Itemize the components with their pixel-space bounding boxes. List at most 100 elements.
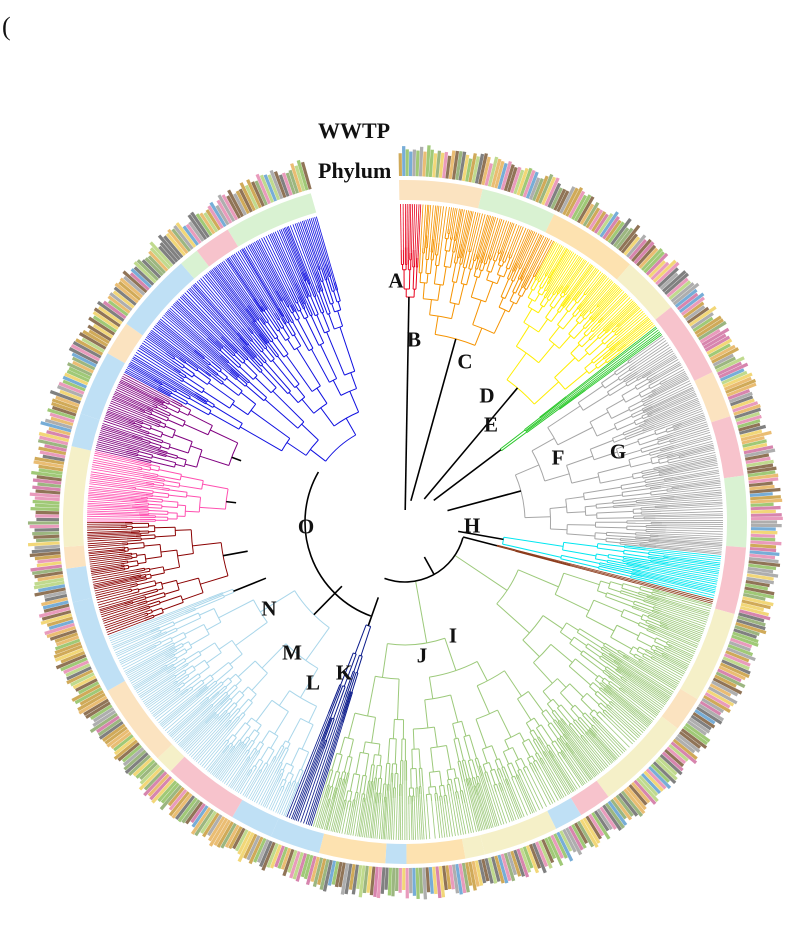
wwtp-ring-tick — [235, 190, 250, 215]
wwtp-ring-tick — [556, 831, 574, 862]
wwtp-ring-tick — [712, 677, 743, 695]
wwtp-ring-tick — [147, 773, 170, 797]
wwtp-ring-tick — [684, 305, 706, 322]
wwtp-ring-tick — [51, 401, 78, 414]
wwtp-ring-tick — [717, 668, 742, 683]
phylum-ring-block — [170, 756, 243, 818]
wwtp-ring-tick — [591, 210, 607, 232]
wwtp-ring-tick — [500, 853, 512, 882]
wwtp-ring-tick — [541, 176, 557, 206]
wwtp-ring-tick — [737, 615, 766, 627]
wwtp-ring-tick — [528, 177, 541, 201]
wwtp-ring-tick — [122, 747, 145, 767]
phylum-ring-block — [126, 263, 195, 336]
clade-branches-e — [514, 335, 724, 555]
wwtp-ring-tick — [171, 228, 192, 252]
phylum-ring-block — [711, 416, 744, 479]
wwtp-ring-tick — [648, 766, 672, 790]
wwtp-ring-tick — [739, 429, 763, 439]
wwtp-ring-tick — [579, 819, 599, 848]
wwtp-ring-tick — [711, 347, 740, 364]
ring-separator — [59, 176, 751, 868]
wwtp-ring-tick — [402, 867, 406, 891]
wwtp-ring-tick — [89, 712, 118, 733]
wwtp-ring-tick — [408, 867, 413, 894]
clade-branches-l — [86, 522, 229, 636]
wwtp-ring-tick — [38, 468, 63, 475]
wwtp-ring-tick — [68, 347, 99, 365]
wwtp-ring-tick — [81, 337, 105, 353]
wwtp-ring-tick — [51, 398, 79, 411]
wwtp-ring-tick — [92, 323, 114, 339]
wwtp-ring-tick — [190, 803, 206, 824]
clade-label-a: A — [388, 268, 404, 293]
wwtp-ring-tick — [34, 528, 60, 532]
wwtp-ring-tick — [657, 267, 679, 288]
wwtp-ring-tick — [224, 824, 240, 848]
wwtp-ring-tick — [661, 270, 687, 293]
wwtp-ring-tick — [259, 174, 274, 203]
wwtp-ring-tick — [749, 547, 777, 553]
wwtp-ring-tick — [78, 695, 108, 715]
wwtp-ring-tick — [216, 199, 233, 224]
wwtp-ring-tick — [522, 846, 534, 869]
wwtp-ring-tick — [717, 361, 742, 376]
wwtp-ring-tick — [139, 764, 161, 785]
wwtp-ring-tick — [300, 161, 312, 190]
wwtp-ring-tick — [66, 369, 90, 383]
wwtp-ring-tick — [494, 160, 505, 189]
wwtp-ring-tick — [37, 557, 62, 564]
wwtp-ring-tick — [652, 259, 677, 283]
wwtp-ring-tick — [494, 855, 505, 884]
wwtp-ring-tick — [749, 487, 781, 494]
wwtp-ring-tick — [670, 282, 695, 303]
wwtp-ring-tick — [55, 395, 80, 408]
wwtp-ring-tick — [692, 711, 716, 729]
wwtp-ring-tick — [633, 779, 657, 805]
wwtp-ring-tick — [645, 252, 669, 276]
wwtp-ring-tick — [319, 858, 330, 891]
wwtp-ring-tick — [254, 180, 268, 206]
wwtp-ring-tick — [655, 758, 678, 781]
wwtp-ring-tick — [232, 827, 246, 850]
phylum-ring-block — [655, 307, 713, 381]
wwtp-ring-tick — [422, 867, 428, 900]
wwtp-ring-tick — [71, 352, 97, 368]
wwtp-ring-tick — [750, 498, 783, 504]
wwtp-ring-tick — [682, 725, 708, 746]
clade-label-o: O — [297, 514, 315, 539]
wwtp-ring-tick — [37, 439, 68, 449]
wwtp-ring-tick — [709, 344, 736, 361]
wwtp-ring-tick — [734, 625, 760, 636]
wwtp-ring-tick — [615, 227, 634, 250]
wwtp-ring-tick — [317, 858, 327, 886]
wwtp-ring-tick — [71, 356, 96, 371]
clade-label-n: N — [261, 596, 277, 621]
wwtp-ring-tick — [338, 862, 346, 888]
wwtp-ring-tick — [46, 430, 70, 439]
wwtp-ring-tick — [39, 435, 69, 446]
phylum-ring-block — [570, 780, 609, 816]
clade-label-j: J — [416, 643, 428, 668]
wwtp-ring-tick — [38, 606, 71, 618]
wwtp-ring-tick — [553, 833, 568, 859]
wwtp-ring-tick — [711, 680, 739, 697]
wwtp-ring-tick — [312, 857, 324, 888]
wwtp-ring-tick — [144, 257, 164, 277]
wwtp-ring-tick — [34, 587, 66, 597]
wwtp-ring-tick — [455, 150, 463, 181]
wwtp-ring-tick — [191, 805, 209, 828]
wwtp-ring-tick — [727, 644, 754, 657]
wwtp-ring-tick — [547, 836, 564, 867]
wwtp-ring-tick — [750, 502, 774, 507]
wwtp-ring-tick — [615, 794, 634, 817]
wwtp-ring-tick — [348, 864, 356, 890]
wwtp-ring-tick — [571, 194, 588, 220]
wwtp-ring-tick — [133, 261, 157, 284]
wwtp-ring-tick — [442, 865, 448, 891]
wwtp-ring-tick — [174, 795, 196, 821]
wwtp-ring-tick — [657, 756, 678, 776]
phylum-ring — [59, 176, 751, 868]
wwtp-ring-tick — [42, 454, 65, 462]
wwtp-ring-tick — [39, 450, 66, 459]
